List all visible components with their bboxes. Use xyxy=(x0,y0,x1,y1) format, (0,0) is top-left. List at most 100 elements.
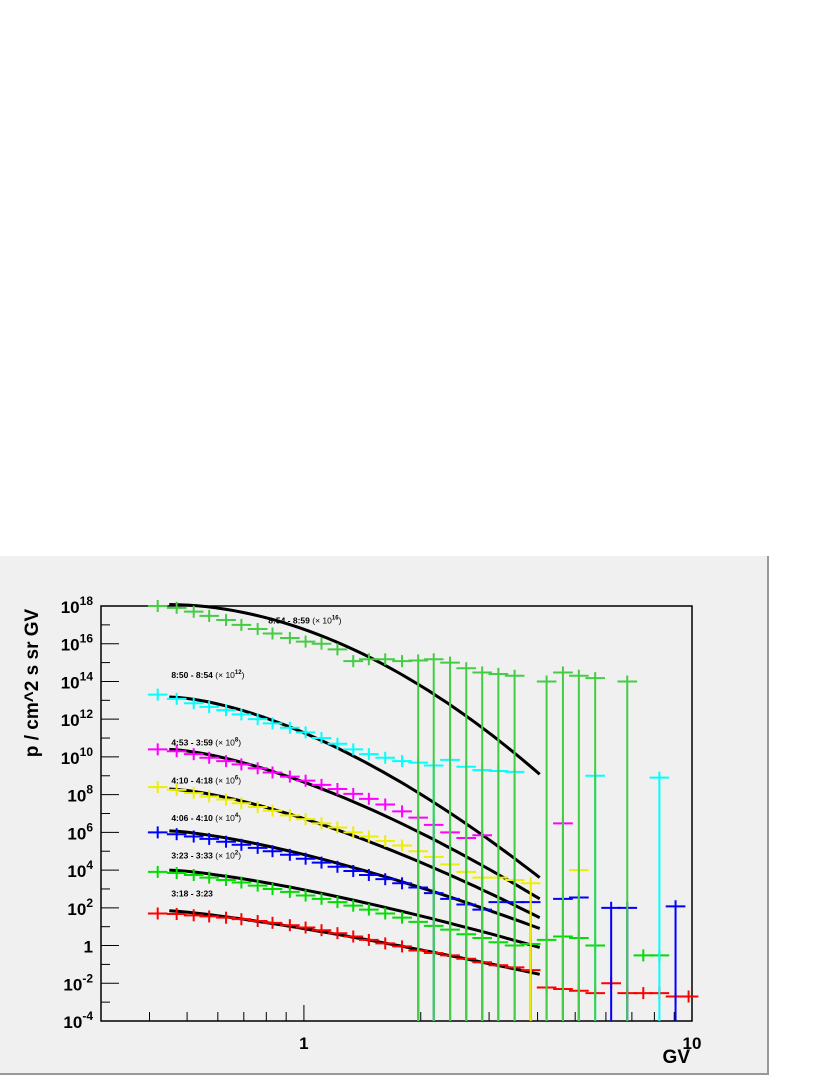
data-point xyxy=(147,600,168,612)
data-point xyxy=(585,672,605,1021)
data-point xyxy=(247,713,268,726)
y-tick-label: 108 xyxy=(67,783,93,806)
data-point xyxy=(166,828,187,841)
data-point xyxy=(343,826,364,839)
series-points xyxy=(147,600,638,1021)
y-axis-label: p / cm^2 s sr GV xyxy=(22,608,43,757)
data-point xyxy=(295,774,316,787)
data-point xyxy=(520,877,541,1021)
data-point xyxy=(311,892,332,905)
y-tick-label: 1010 xyxy=(61,745,94,768)
data-point xyxy=(375,937,395,950)
data-point xyxy=(440,656,460,1021)
series-label: 8:50 - 8:54 (× 1012) xyxy=(171,670,244,680)
data-point xyxy=(375,751,395,764)
data-point xyxy=(423,653,444,1021)
data-point xyxy=(295,852,316,865)
data-point xyxy=(311,732,332,744)
data-point xyxy=(359,933,379,946)
data-point xyxy=(262,627,283,640)
data-point xyxy=(216,835,236,848)
data-point xyxy=(147,743,168,756)
data-point xyxy=(199,609,219,622)
series-label: 4:10 - 4:18 (× 106) xyxy=(171,775,241,785)
data-point xyxy=(392,911,412,924)
series-label: 4:53 - 3:59 (× 108) xyxy=(171,738,241,748)
data-point xyxy=(183,605,204,618)
y-tick-label: 1016 xyxy=(61,632,94,655)
data-point xyxy=(166,867,187,879)
data-point xyxy=(231,618,252,631)
data-point xyxy=(408,654,428,1021)
y-tick-label: 1012 xyxy=(61,707,94,730)
y-tick-label: 102 xyxy=(67,896,93,919)
data-point xyxy=(359,903,379,916)
data-point xyxy=(247,879,268,892)
data-point xyxy=(280,809,300,822)
data-point xyxy=(327,737,348,750)
data-point xyxy=(147,781,168,794)
data-point xyxy=(536,675,557,1021)
data-point xyxy=(247,841,268,854)
data-point xyxy=(262,804,283,817)
series-label: 8:54 - 8:59 (× 1016) xyxy=(268,615,341,625)
data-point xyxy=(199,910,219,923)
fit-curve xyxy=(169,695,541,879)
y-tick-label: 10-2 xyxy=(63,971,93,994)
data-point xyxy=(262,883,283,895)
data-point xyxy=(247,801,268,813)
data-point xyxy=(166,692,187,705)
data-point xyxy=(262,845,283,858)
data-point xyxy=(199,751,219,764)
data-point xyxy=(295,889,316,902)
data-point xyxy=(295,921,316,934)
data-point xyxy=(311,924,332,937)
fit-curve xyxy=(169,868,541,949)
data-point xyxy=(199,832,219,845)
data-point xyxy=(343,865,364,877)
data-point xyxy=(327,643,348,656)
data-point xyxy=(553,666,573,1021)
data-point xyxy=(147,865,168,878)
fit-curve xyxy=(169,747,541,901)
series-labels: 3:18 - 3:23 3:23 - 3:33 (× 102) 4:06 - 4:1… xyxy=(171,615,341,898)
data-point xyxy=(472,666,492,1021)
data-point xyxy=(183,697,204,710)
data-point xyxy=(343,899,364,912)
data-point xyxy=(359,869,379,881)
data-point xyxy=(231,758,252,771)
data-point xyxy=(183,869,204,881)
data-point xyxy=(569,669,589,1021)
y-tick-label: 1 xyxy=(84,938,93,957)
data-point xyxy=(216,755,236,768)
data-point xyxy=(166,601,187,614)
data-point xyxy=(166,908,187,920)
data-point xyxy=(617,675,638,1021)
data-point xyxy=(247,623,268,635)
data-point xyxy=(375,835,395,847)
data-point xyxy=(147,907,168,920)
data-point xyxy=(327,860,348,873)
data-point xyxy=(392,755,412,768)
data-point xyxy=(231,913,252,926)
data-point xyxy=(280,848,300,861)
plot-area xyxy=(100,605,693,1022)
data-point xyxy=(247,762,268,775)
data-point xyxy=(147,826,168,839)
data-point xyxy=(295,813,316,826)
data-point xyxy=(665,900,686,1021)
data-point xyxy=(456,662,477,1021)
data-point xyxy=(392,877,412,890)
y-tick-label: 106 xyxy=(67,820,93,843)
data-point xyxy=(183,830,204,843)
data-point xyxy=(262,717,283,730)
data-point xyxy=(375,653,395,666)
data-point xyxy=(327,783,348,795)
data-point xyxy=(359,830,379,843)
data-point xyxy=(311,637,332,650)
data-point xyxy=(280,885,300,898)
series-label: 3:23 - 3:33 (× 102) xyxy=(171,851,241,861)
data-point xyxy=(343,743,364,756)
y-tick-label: 1018 xyxy=(61,594,94,617)
